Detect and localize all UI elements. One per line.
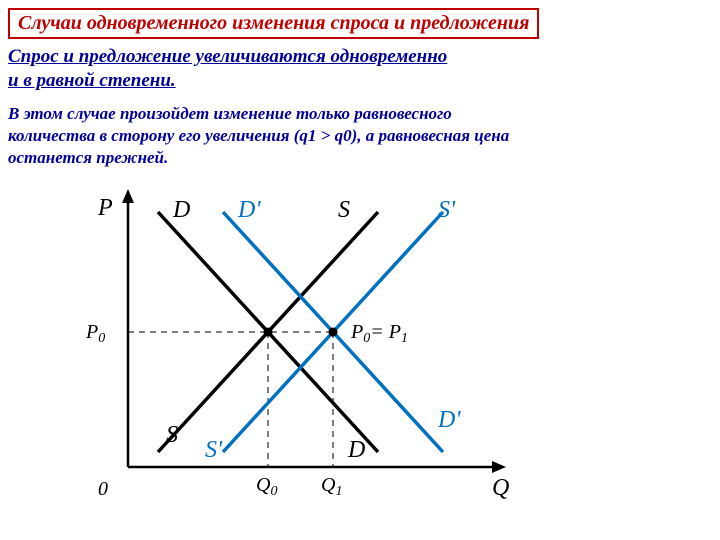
svg-text:Q: Q	[492, 475, 509, 501]
svg-text:S': S'	[205, 437, 223, 463]
body-line1: В этом случае произойдет изменение тольк…	[8, 104, 452, 123]
title-box: Случаи одновременного изменения спроса и…	[8, 8, 539, 39]
svg-text:D: D	[172, 197, 190, 223]
svg-text:S: S	[338, 197, 350, 223]
body-line2: количества в сторону его увеличения (q1 …	[8, 126, 509, 145]
svg-text:S': S'	[438, 197, 456, 223]
body-text: В этом случае произойдет изменение тольк…	[8, 103, 712, 169]
svg-text:Q0: Q0	[256, 474, 277, 499]
svg-text:P0= P1: P0= P1	[350, 321, 408, 346]
subtitle: Спрос и предложение увеличиваются одновр…	[8, 45, 712, 93]
svg-text:D': D'	[237, 197, 261, 223]
body-line3: останется прежней.	[8, 148, 168, 167]
title-text: Случаи одновременного изменения спроса и…	[18, 12, 529, 34]
subtitle-line2: и в равной степени.	[8, 70, 176, 91]
svg-text:P0: P0	[85, 321, 105, 346]
svg-text:0: 0	[98, 478, 108, 500]
svg-text:D: D	[347, 437, 365, 463]
svg-text:D': D'	[437, 407, 461, 433]
subtitle-line1: Спрос и предложение увеличиваются одновр…	[8, 46, 447, 67]
chart-svg: PQ0DD'SS'SS'DD'P0P0= P1Q0Q1	[48, 177, 548, 507]
supply-demand-chart: PQ0DD'SS'SS'DD'P0P0= P1Q0Q1	[48, 177, 548, 507]
svg-text:S: S	[166, 422, 178, 448]
svg-text:Q1: Q1	[321, 474, 342, 499]
svg-text:P: P	[97, 195, 113, 221]
